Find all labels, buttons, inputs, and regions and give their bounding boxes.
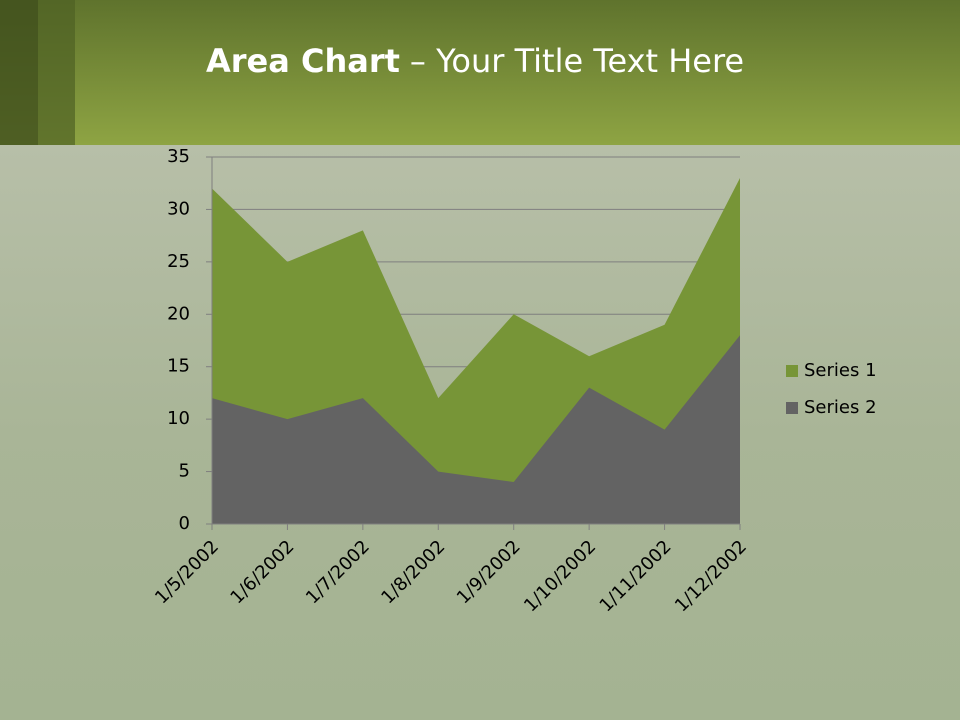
y-tick-label: 30 [167, 198, 190, 219]
y-tick-label: 15 [167, 356, 190, 377]
header-block [38, 0, 75, 145]
y-tick-label: 25 [167, 251, 190, 272]
y-tick-label: 20 [167, 303, 190, 324]
legend-swatch [786, 365, 798, 377]
y-tick-label: 5 [179, 461, 190, 482]
y-tick-label: 0 [179, 513, 190, 534]
slide-title: Area Chart – Your Title Text Here [206, 42, 744, 80]
area [212, 335, 740, 524]
legend-label: Series 2 [804, 397, 877, 418]
legend-label: Series 1 [804, 360, 877, 381]
title-bold: Area Chart [206, 42, 400, 80]
header-block [0, 0, 38, 145]
title-rest: – Your Title Text Here [410, 42, 744, 80]
legend-swatch [786, 402, 798, 414]
y-tick-label: 10 [167, 408, 190, 429]
header-band [0, 0, 960, 145]
y-tick-label: 35 [167, 146, 190, 167]
